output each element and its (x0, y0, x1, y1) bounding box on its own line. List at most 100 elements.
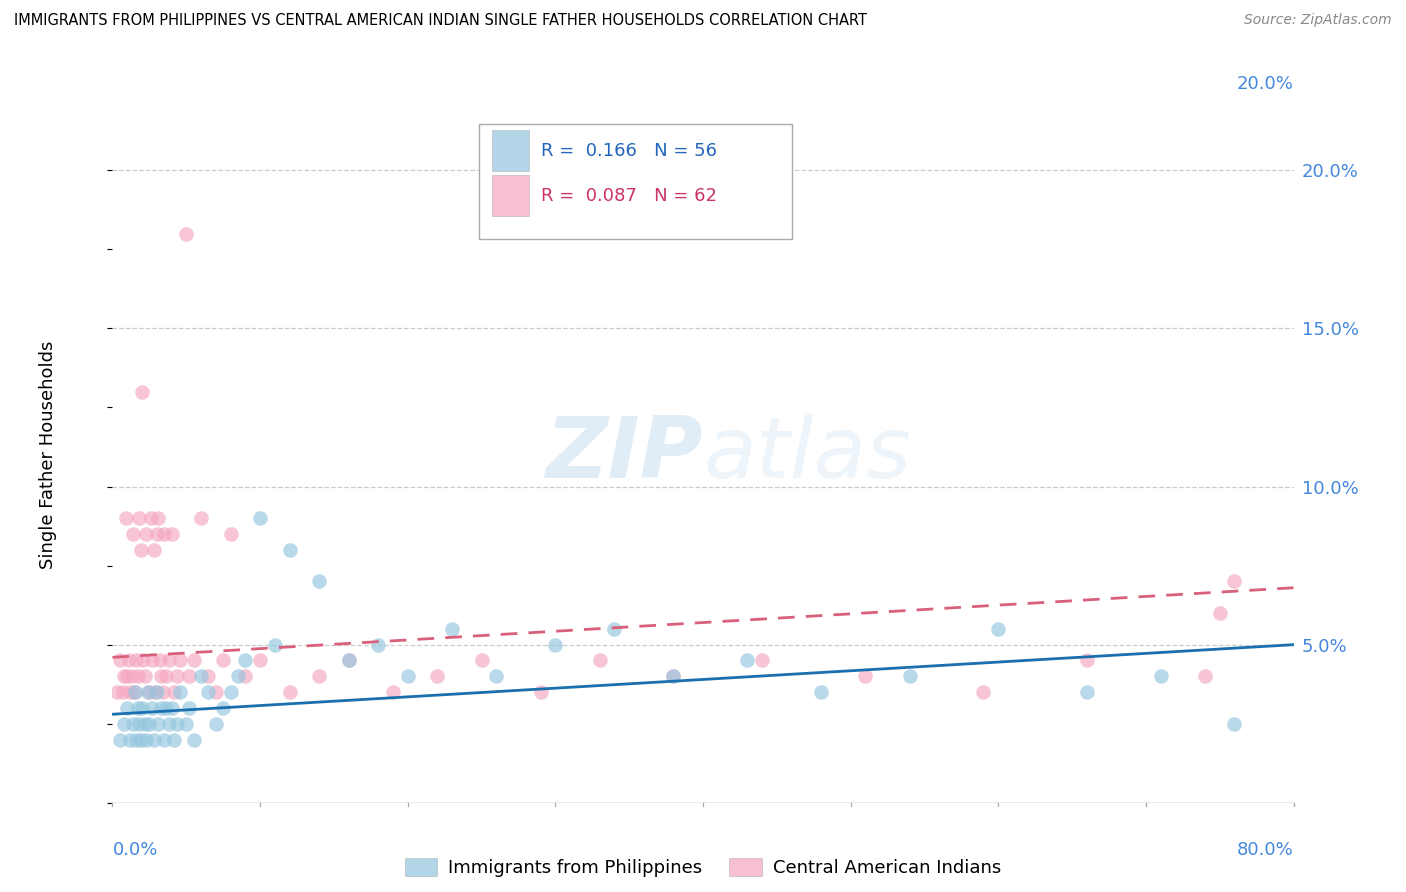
Point (205, 685, 228, 699)
Point (124, 685, 146, 699)
Text: Source: ZipAtlas.com: Source: ZipAtlas.com (1244, 13, 1392, 28)
Text: 80.0%: 80.0% (1237, 841, 1294, 859)
Point (1223, 716, 1246, 731)
Point (662, 669, 685, 683)
Point (249, 511, 271, 525)
Point (166, 716, 188, 731)
Point (737, 653, 759, 667)
Point (131, 701, 153, 715)
Text: R =  0.166   N = 56: R = 0.166 N = 56 (541, 142, 717, 160)
Point (1223, 574, 1246, 589)
Text: atlas: atlas (703, 413, 911, 497)
Point (121, 669, 143, 683)
Point (197, 685, 219, 699)
Point (212, 701, 235, 715)
Text: 20.0%: 20.0% (1237, 75, 1294, 93)
Point (337, 653, 360, 667)
Point (146, 527, 169, 541)
Point (108, 732, 131, 747)
Text: 0.0%: 0.0% (112, 841, 157, 859)
Point (233, 669, 256, 683)
Point (973, 685, 995, 699)
Point (662, 669, 685, 683)
Point (138, 685, 160, 699)
Point (120, 732, 142, 747)
Point (129, 732, 152, 747)
Point (149, 653, 172, 667)
Point (122, 527, 145, 541)
Text: R =  0.087   N = 62: R = 0.087 N = 62 (541, 186, 717, 205)
FancyBboxPatch shape (492, 175, 530, 216)
Point (138, 716, 160, 731)
Point (111, 685, 134, 699)
Point (150, 669, 173, 683)
Point (157, 716, 180, 731)
Text: Single Father Households: Single Father Households (38, 341, 56, 569)
Point (118, 653, 141, 667)
Point (125, 732, 148, 747)
Point (367, 638, 389, 652)
Point (146, 685, 169, 699)
Point (117, 669, 138, 683)
Point (205, 716, 228, 731)
Point (108, 653, 131, 667)
Point (155, 701, 177, 715)
Point (112, 669, 135, 683)
Point (134, 716, 156, 731)
Point (212, 653, 235, 667)
Point (179, 669, 201, 683)
Point (127, 669, 149, 683)
Point (155, 669, 177, 683)
Text: ZIP: ZIP (546, 413, 703, 497)
Point (127, 701, 149, 715)
Point (139, 511, 162, 525)
Point (183, 732, 205, 747)
Point (308, 574, 330, 589)
Point (855, 669, 877, 683)
Point (174, 227, 197, 241)
Point (278, 542, 301, 557)
Point (226, 669, 249, 683)
FancyBboxPatch shape (492, 130, 530, 171)
Point (278, 685, 301, 699)
Point (143, 685, 166, 699)
Point (148, 716, 170, 731)
Point (152, 685, 174, 699)
Point (603, 622, 626, 636)
Point (141, 653, 163, 667)
Point (588, 653, 610, 667)
Point (179, 701, 201, 715)
Point (485, 669, 508, 683)
Point (1208, 606, 1232, 620)
Point (135, 732, 157, 747)
Point (197, 669, 219, 683)
Point (470, 653, 494, 667)
Point (142, 732, 165, 747)
Point (249, 653, 271, 667)
Point (219, 685, 242, 699)
Point (117, 701, 138, 715)
Point (120, 685, 142, 699)
Point (160, 701, 183, 715)
Point (131, 384, 153, 399)
Point (150, 701, 173, 715)
Point (132, 653, 155, 667)
Point (128, 716, 150, 731)
Point (148, 511, 170, 525)
Point (190, 511, 212, 525)
Point (426, 669, 449, 683)
Point (125, 653, 148, 667)
Point (396, 669, 419, 683)
Point (219, 527, 242, 541)
Point (105, 685, 128, 699)
Point (112, 716, 135, 731)
FancyBboxPatch shape (478, 124, 792, 239)
Point (810, 685, 832, 699)
Point (129, 542, 152, 557)
Point (1076, 653, 1098, 667)
Point (264, 638, 287, 652)
Point (141, 701, 163, 715)
Point (987, 622, 1010, 636)
Point (136, 685, 159, 699)
Point (190, 669, 212, 683)
